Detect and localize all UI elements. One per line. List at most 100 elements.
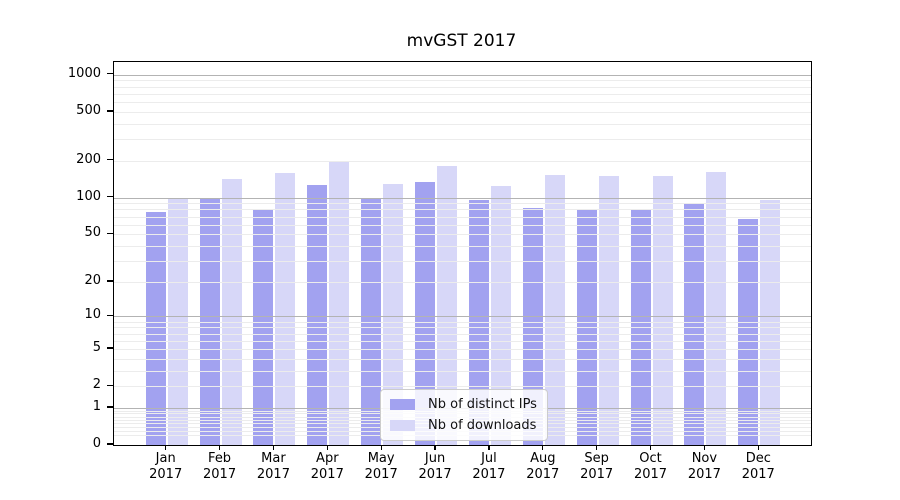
legend-swatch-downloads [390,420,415,431]
x-tick-mark [757,445,759,450]
gridline-minor [114,102,811,104]
x-tick-year: 2017 [633,466,668,482]
gridline-minor [114,224,811,226]
y-tick-mark [107,73,113,75]
x-tick-year: 2017 [310,466,344,482]
bar-apr-ips [307,185,328,445]
x-tick-year: 2017 [418,466,452,482]
gridline-minor [114,245,811,247]
gridline-minor [114,348,811,350]
y-tick-label: 1 [92,398,101,414]
x-tick-label: Jun 2017 [395,451,475,482]
gridline-major [114,74,811,76]
bar-nov-downloads [706,171,727,445]
x-tick-mark [326,445,328,450]
x-tick-year: 2017 [687,466,721,482]
bar-feb-ips [199,198,220,445]
gridline-minor [114,281,811,283]
x-tick-label: Jul 2017 [449,451,529,482]
y-tick-label: 200 [76,151,101,167]
bar-dec-ips [738,218,759,445]
gridline-minor [114,327,811,329]
y-tick-label: 20 [84,272,101,288]
legend-item: Nb of downloads [390,418,537,433]
plot-area: Nb of distinct IPs Nb of downloads [113,61,812,446]
x-tick-month: Jan [155,451,176,466]
y-tick-label: 100 [76,188,101,204]
x-tick-month: Dec [745,451,771,466]
x-tick-year: 2017 [741,466,775,482]
x-tick-mark [596,445,598,450]
x-tick-year: 2017 [203,466,237,482]
gridline-minor [114,234,811,236]
x-tick-mark [272,445,275,450]
x-tick-year: 2017 [256,466,290,482]
y-tick-mark [107,196,113,198]
x-tick-year: 2017 [580,466,614,482]
x-tick-month: Sep [584,451,609,466]
y-tick-mark [107,314,113,317]
gridline-minor [114,216,811,218]
x-tick-label: Dec 2017 [718,451,798,482]
x-tick-year: 2017 [472,466,506,482]
bar-sep-downloads [598,175,619,445]
y-tick-label: 500 [76,102,101,118]
y-tick-label: 50 [84,225,101,241]
gridline-major [114,197,811,199]
bar-jun-ips [415,182,436,445]
x-tick-label: Sep 2017 [557,451,637,482]
gridline-minor [114,370,811,372]
bar-nov-ips [684,203,705,445]
bar-mar-downloads [275,173,296,445]
gridline-minor [114,386,811,388]
gridline-minor [114,123,811,125]
legend-item: Nb of distinct IPs [390,397,537,412]
y-tick-label: 2 [92,377,101,393]
bar-oct-downloads [652,175,673,445]
y-tick-mark [107,406,113,408]
y-tick-mark [107,232,113,234]
x-tick-month: Jul [481,451,497,466]
y-tick-mark [107,280,113,282]
gridline-minor [114,86,811,88]
x-tick-label: Nov 2017 [664,451,744,482]
gridline-minor [114,203,811,205]
x-tick-mark [380,445,382,450]
bar-jul-downloads [490,186,511,445]
x-tick-mark [218,445,221,450]
bar-aug-downloads [544,175,565,445]
x-tick-month: Oct [639,451,662,466]
x-tick-label: Apr 2017 [287,451,367,482]
x-tick-label: Feb 2017 [180,451,260,482]
y-tick-label: 10 [84,307,101,323]
y-tick-mark [107,443,113,445]
chart-title: mvGST 2017 [406,31,517,51]
gridline-minor [114,160,811,162]
x-tick-label: Jan 2017 [126,451,206,482]
gridline-minor [114,111,811,113]
bar-jun-downloads [437,165,458,445]
gridline-minor [114,93,811,95]
y-tick-label: 5 [92,339,101,355]
y-tick-label: 0 [92,436,101,451]
x-tick-mark [488,445,490,450]
x-tick-month: Feb [208,451,232,466]
x-tick-year: 2017 [364,466,398,482]
x-tick-mark [703,445,706,450]
bar-apr-downloads [329,161,350,445]
bar-aug-ips [522,208,543,445]
x-tick-month: Mar [261,451,286,466]
legend-label: Nb of downloads [428,418,537,433]
y-tick-mark [107,159,113,161]
x-tick-label: Aug 2017 [503,451,583,482]
y-tick-label: 1000 [67,65,101,81]
x-tick-month: Nov [691,451,718,466]
x-tick-label: Oct 2017 [611,451,691,482]
x-tick-month: Jun [424,451,446,466]
gridline-minor [114,209,811,211]
legend-swatch-ips [390,399,415,410]
bar-feb-downloads [221,179,242,445]
x-tick-mark [542,445,544,450]
x-tick-year: 2017 [526,466,560,482]
